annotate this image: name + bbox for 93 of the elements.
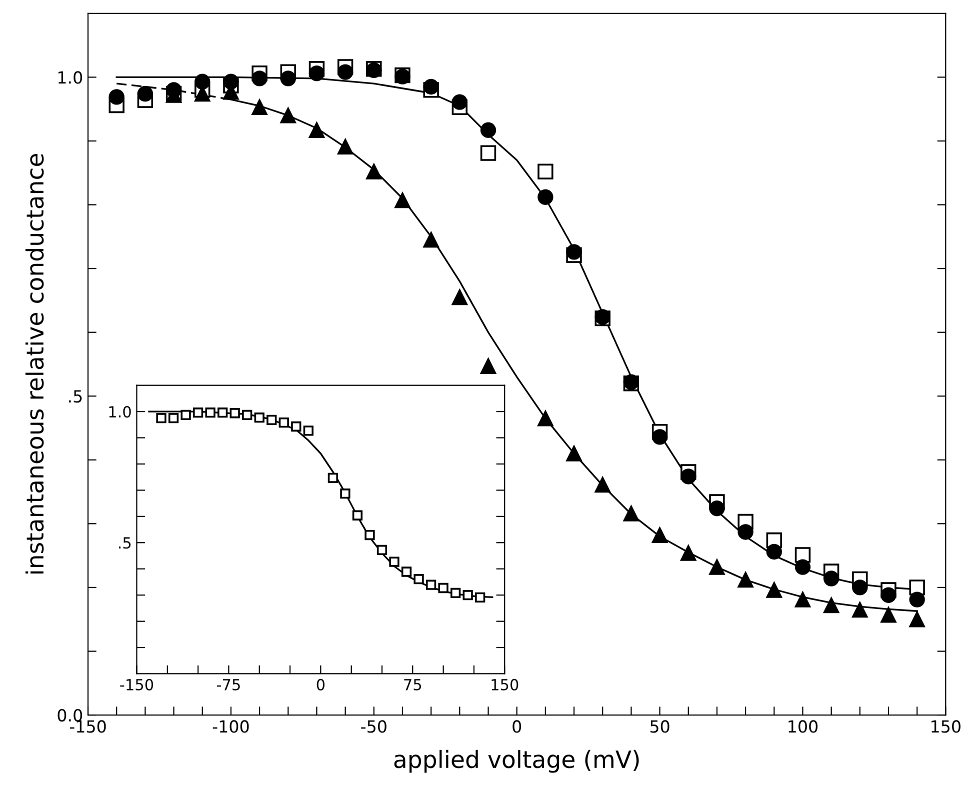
point bbox=[909, 612, 925, 628]
x-tick-label: -75 bbox=[216, 679, 240, 690]
point bbox=[480, 358, 496, 374]
point bbox=[462, 590, 473, 600]
point bbox=[709, 559, 725, 575]
point bbox=[328, 472, 338, 483]
x-tick-label: 0 bbox=[316, 678, 325, 690]
point bbox=[394, 192, 410, 208]
point bbox=[168, 413, 179, 424]
point bbox=[194, 74, 210, 90]
point bbox=[242, 410, 252, 420]
x-tick-label: 150 bbox=[492, 678, 518, 690]
point bbox=[823, 570, 840, 586]
point bbox=[766, 544, 782, 560]
point bbox=[794, 592, 811, 608]
point bbox=[766, 582, 782, 598]
y-tick-label: .5 bbox=[69, 390, 82, 403]
point bbox=[389, 556, 400, 567]
point bbox=[291, 421, 302, 432]
point bbox=[452, 289, 468, 306]
point bbox=[223, 74, 239, 90]
point bbox=[452, 94, 468, 110]
point bbox=[880, 607, 896, 623]
point bbox=[366, 164, 382, 180]
point bbox=[280, 70, 296, 86]
x-tick-label: 100 bbox=[788, 720, 818, 733]
x-tick-label: -100 bbox=[212, 720, 249, 733]
point bbox=[852, 580, 868, 596]
y-tick-label: .5 bbox=[118, 537, 131, 549]
point bbox=[652, 429, 668, 445]
point bbox=[180, 410, 191, 420]
point bbox=[738, 572, 754, 588]
point bbox=[450, 588, 461, 598]
point bbox=[426, 580, 436, 590]
point bbox=[252, 99, 268, 116]
point bbox=[414, 574, 424, 584]
point bbox=[680, 468, 696, 484]
point bbox=[308, 122, 325, 138]
point bbox=[401, 566, 412, 577]
point bbox=[340, 488, 350, 499]
point bbox=[652, 527, 668, 544]
point bbox=[709, 500, 725, 516]
point bbox=[254, 412, 264, 423]
point bbox=[438, 582, 448, 594]
x-tick-label: 0 bbox=[512, 720, 522, 733]
x-axis-title: applied voltage (mV) bbox=[394, 750, 639, 773]
point bbox=[538, 189, 554, 205]
point bbox=[423, 78, 439, 95]
point bbox=[352, 510, 363, 520]
point bbox=[566, 446, 582, 462]
x-tick-label: -150 bbox=[120, 678, 154, 690]
y-axis-title: instantaneous relative conductance bbox=[25, 154, 44, 574]
point bbox=[480, 145, 496, 161]
point bbox=[218, 408, 228, 418]
point bbox=[266, 414, 277, 426]
x-tick-label: -50 bbox=[361, 720, 386, 733]
point bbox=[205, 408, 216, 418]
point bbox=[880, 587, 896, 603]
point bbox=[364, 530, 375, 540]
point bbox=[308, 66, 325, 82]
x-tick-label: -150 bbox=[70, 720, 106, 733]
y-tick-label: 0.0 bbox=[58, 708, 82, 722]
point bbox=[108, 89, 124, 105]
point bbox=[538, 164, 554, 180]
x-tick-label: 75 bbox=[404, 679, 422, 690]
x-tick-label: 150 bbox=[932, 720, 960, 733]
point bbox=[909, 592, 925, 608]
point bbox=[794, 559, 811, 575]
point bbox=[823, 597, 840, 614]
point bbox=[230, 408, 240, 418]
point bbox=[192, 408, 204, 418]
y-tick-label: 1.0 bbox=[58, 71, 82, 84]
y-tick-label: 1.0 bbox=[109, 406, 131, 418]
point bbox=[337, 64, 354, 80]
point bbox=[738, 524, 754, 540]
point bbox=[623, 506, 640, 522]
point bbox=[303, 426, 314, 436]
point bbox=[680, 545, 696, 561]
point bbox=[594, 476, 610, 493]
point bbox=[156, 413, 166, 424]
point bbox=[280, 108, 296, 124]
point bbox=[278, 417, 289, 428]
point bbox=[852, 602, 868, 618]
point bbox=[423, 232, 439, 248]
point bbox=[252, 70, 268, 86]
point bbox=[566, 244, 582, 260]
point bbox=[480, 122, 496, 138]
point bbox=[538, 410, 554, 426]
x-tick-label: 50 bbox=[650, 720, 670, 733]
point bbox=[337, 138, 354, 155]
point bbox=[376, 544, 388, 556]
point bbox=[137, 86, 154, 102]
point bbox=[475, 592, 486, 603]
